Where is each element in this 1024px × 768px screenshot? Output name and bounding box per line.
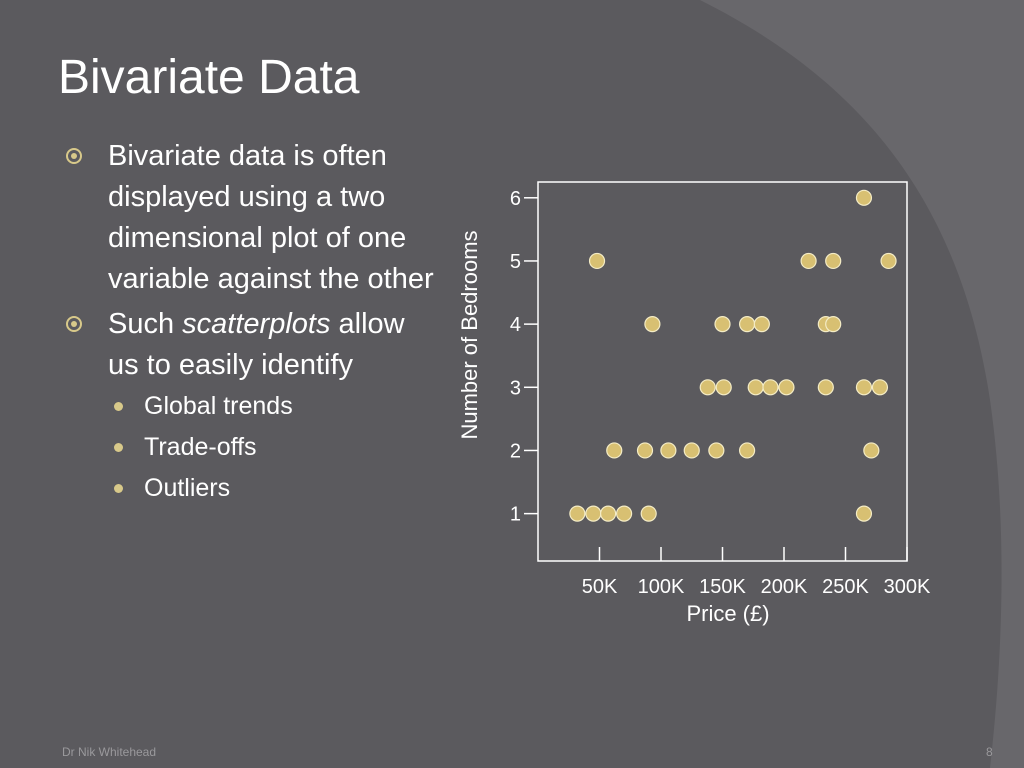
data-point [880,252,897,270]
y-tick-label: 6 [510,188,521,210]
data-point [747,379,764,396]
data-point [714,316,731,333]
chart-axes: 1 2 3 4 5 6 50K 100K 150K 200K 250K 300K [510,181,931,598]
data-point [640,505,657,522]
x-tick-label: 50K [582,576,618,598]
plot-frame [537,181,908,562]
sub-bullet-item: Outliers [108,468,436,509]
data-point [715,379,732,396]
data-point [778,379,795,396]
data-point [762,379,779,396]
target-bullet-icon [66,316,82,332]
data-point [863,442,880,459]
data-point [644,316,661,333]
data-point [871,379,889,396]
data-point [708,442,725,459]
data-point [606,442,623,459]
background-arc-shape [700,0,1024,768]
scatter-chart: 1 2 3 4 5 6 50K 100K 150K 200K 250K 300K Number of … [457,181,931,626]
data-point [739,316,756,333]
data-point [699,379,716,396]
sub-bullet-item: Global trends [108,386,436,427]
x-tick-label: 100K [638,576,685,598]
data-point [739,442,756,459]
bullet-list: Bivariate data is often displayed using … [66,136,436,513]
bullet-item-1: Bivariate data is often displayed using … [66,136,436,300]
bullet-text-2-end: allow us to easily identify [108,308,405,381]
data-point [825,316,842,333]
data-point [855,379,873,396]
data-point [600,505,617,522]
data-point [817,379,834,396]
y-tick-label: 4 [510,314,521,336]
data-point [585,505,602,522]
target-bullet-icon [66,148,82,164]
bullet-text-2-emphasis: scatterplots [182,308,331,340]
y-tick-label: 2 [510,440,521,462]
bullet-text-1: Bivariate data is often displayed using … [108,140,434,295]
bullet-text-2-start: Such [108,308,183,340]
x-tick-label: 300K [884,576,931,598]
bullet-item-2: Such scatterplots allow us to easily ide… [66,304,436,509]
y-tick-label: 1 [510,504,521,526]
y-tick-label: 5 [510,251,521,273]
page-number: 8 [986,745,993,759]
x-tick-label: 250K [822,576,869,598]
dot-bullet-icon [114,402,123,411]
data-point [825,252,842,270]
sub-bullet-item: Trade-offs [108,427,436,468]
data-point [616,505,633,522]
sub-bullet-list: Global trends Trade-offs Outliers [108,386,436,509]
dot-bullet-icon [114,484,123,493]
y-tick-label: 3 [510,377,521,399]
x-tick-label: 150K [699,576,746,598]
data-point [753,316,770,333]
sub-bullet-text: Outliers [144,474,231,502]
y-axis-label: Number of Bedrooms [457,230,482,439]
footer-author: Dr Nik Whitehead [62,745,157,759]
data-point [636,442,654,459]
data-point [683,442,700,459]
dot-bullet-icon [114,443,123,452]
sub-bullet-text: Trade-offs [144,433,257,461]
slide-title: Bivariate Data [58,51,360,104]
x-axis-label: Price (£) [686,601,769,626]
x-tick-label: 200K [761,576,808,598]
sub-bullet-text: Global trends [144,392,293,420]
chart-points [569,189,897,522]
data-point [569,505,586,522]
data-point [660,442,677,459]
data-point [588,252,606,270]
data-point [855,505,873,522]
data-point [800,252,817,270]
data-point [855,189,873,206]
